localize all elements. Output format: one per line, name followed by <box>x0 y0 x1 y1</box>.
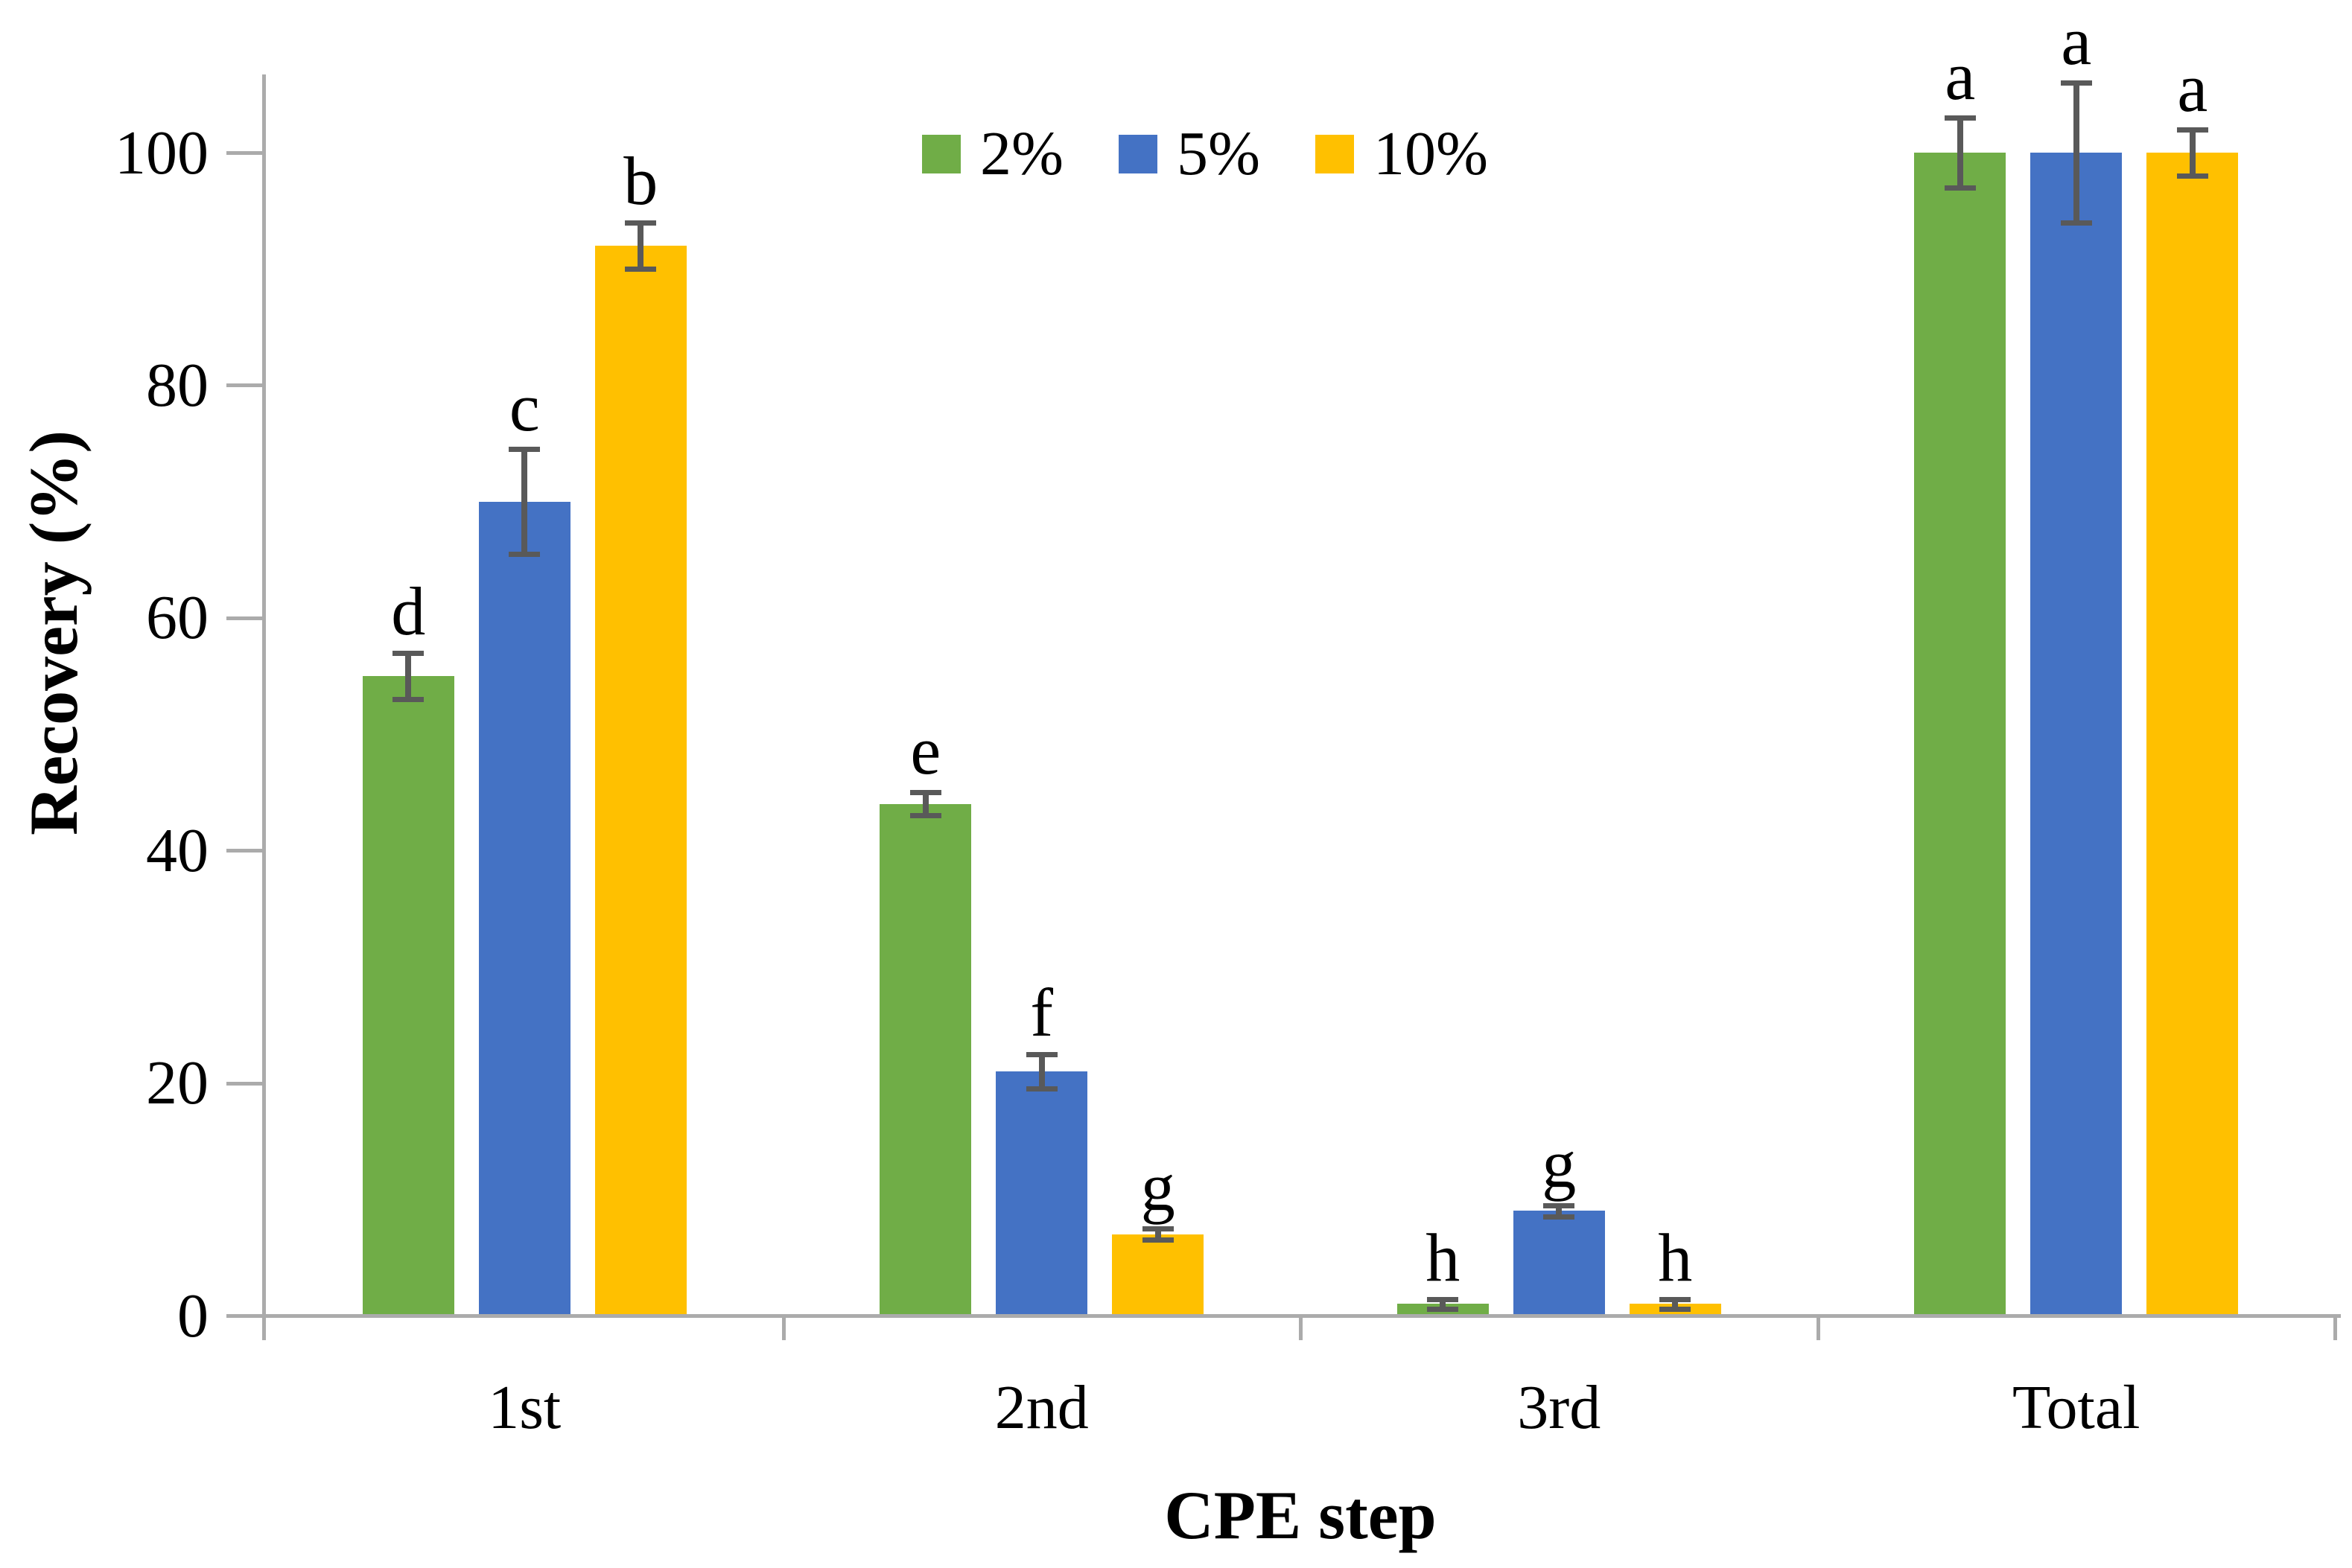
legend-label: 10% <box>1373 119 1488 188</box>
error-bar-top-cap <box>1026 1051 1058 1057</box>
legend-item: 2% <box>922 118 1064 190</box>
error-bar <box>638 222 644 270</box>
error-bar-bottom-cap <box>392 697 425 703</box>
error-bar <box>521 449 528 554</box>
bar <box>478 501 570 1314</box>
y-tick <box>226 616 262 620</box>
y-tick-label: 60 <box>146 583 209 653</box>
y-tick <box>226 1314 262 1318</box>
bar <box>1513 1211 1605 1314</box>
error-bar <box>2073 83 2079 223</box>
error-bar-top-cap <box>1944 115 1976 121</box>
bar <box>594 245 687 1314</box>
significance-letter: g <box>1542 1125 1577 1202</box>
error-bar-top-cap <box>2176 127 2208 133</box>
error-bar <box>1440 1299 1446 1309</box>
y-tick-label: 20 <box>146 1048 209 1118</box>
error-bar <box>2189 129 2196 176</box>
error-bar <box>1154 1228 1161 1240</box>
y-tick <box>226 383 262 388</box>
y-axis-title: Recovery (%) <box>16 430 92 836</box>
error-bar <box>1556 1205 1563 1217</box>
error-bar <box>1957 118 1963 188</box>
legend-label: 5% <box>1176 119 1260 188</box>
error-bar-top-cap <box>1543 1202 1575 1208</box>
error-bar-bottom-cap <box>1543 1214 1575 1220</box>
error-bar-top-cap <box>1142 1226 1174 1231</box>
error-bar <box>1672 1299 1679 1309</box>
error-bar <box>1038 1054 1045 1089</box>
legend-item: 5% <box>1118 118 1260 190</box>
category-label: Total <box>2012 1373 2140 1442</box>
error-bar-bottom-cap <box>2060 220 2092 226</box>
x-axis-title: CPE step <box>1164 1477 1437 1553</box>
significance-letter: a <box>1945 38 1976 115</box>
legend-label: 2% <box>980 119 1064 188</box>
significance-letter: h <box>1658 1220 1693 1296</box>
error-bar <box>922 792 929 816</box>
error-bar-bottom-cap <box>1142 1237 1174 1243</box>
error-bar-bottom-cap <box>1427 1306 1459 1312</box>
error-bar-bottom-cap <box>509 551 541 557</box>
bar <box>2146 153 2239 1314</box>
significance-letter: b <box>623 142 658 219</box>
error-bar-bottom-cap <box>1659 1306 1691 1312</box>
category-label: 1st <box>488 1373 562 1442</box>
significance-letter: a <box>2061 3 2092 80</box>
significance-letter: h <box>1425 1220 1461 1296</box>
category-tick <box>1816 1316 1820 1340</box>
y-tick-label: 40 <box>146 815 209 885</box>
error-bar-bottom-cap <box>1026 1086 1058 1092</box>
y-tick <box>226 1081 262 1086</box>
bar <box>996 1071 1088 1314</box>
bar <box>1914 153 2006 1314</box>
error-bar-top-cap <box>392 650 425 656</box>
y-tick <box>226 151 262 155</box>
y-tick <box>226 849 262 853</box>
significance-letter: c <box>509 369 540 446</box>
legend-swatch-icon <box>922 134 961 173</box>
bar <box>2030 153 2123 1314</box>
error-bar-bottom-cap <box>909 813 941 819</box>
bar <box>1112 1234 1204 1314</box>
significance-letter: d <box>391 573 426 649</box>
y-tick-label: 100 <box>115 118 209 188</box>
bar <box>362 675 454 1314</box>
significance-letter: f <box>1030 974 1054 1051</box>
significance-letter: g <box>1140 1148 1175 1225</box>
category-tick <box>781 1316 786 1340</box>
legend-item: 10% <box>1315 118 1488 190</box>
y-axis-line <box>262 74 266 1340</box>
legend-swatch-icon <box>1315 134 1354 173</box>
error-bar-top-cap <box>509 447 541 453</box>
significance-letter: a <box>2177 49 2208 126</box>
category-tick <box>2333 1316 2337 1340</box>
significance-letter: e <box>910 713 941 789</box>
error-bar <box>405 652 412 700</box>
error-bar-top-cap <box>2060 80 2092 86</box>
category-label: 2nd <box>994 1373 1089 1442</box>
y-tick-label: 80 <box>146 350 209 420</box>
error-bar-bottom-cap <box>2176 173 2208 179</box>
legend-swatch-icon <box>1118 134 1157 173</box>
bar <box>880 803 972 1314</box>
legend: 2% 5% 10% <box>922 118 1488 190</box>
error-bar-top-cap <box>1659 1297 1691 1303</box>
error-bar-bottom-cap <box>625 267 657 273</box>
error-bar-top-cap <box>625 220 657 226</box>
error-bar-top-cap <box>1427 1297 1459 1303</box>
category-label: 3rd <box>1517 1373 1601 1442</box>
error-bar-bottom-cap <box>1944 185 1976 191</box>
category-tick <box>1299 1316 1303 1340</box>
error-bar-top-cap <box>909 790 941 796</box>
y-tick-label: 0 <box>177 1281 209 1351</box>
